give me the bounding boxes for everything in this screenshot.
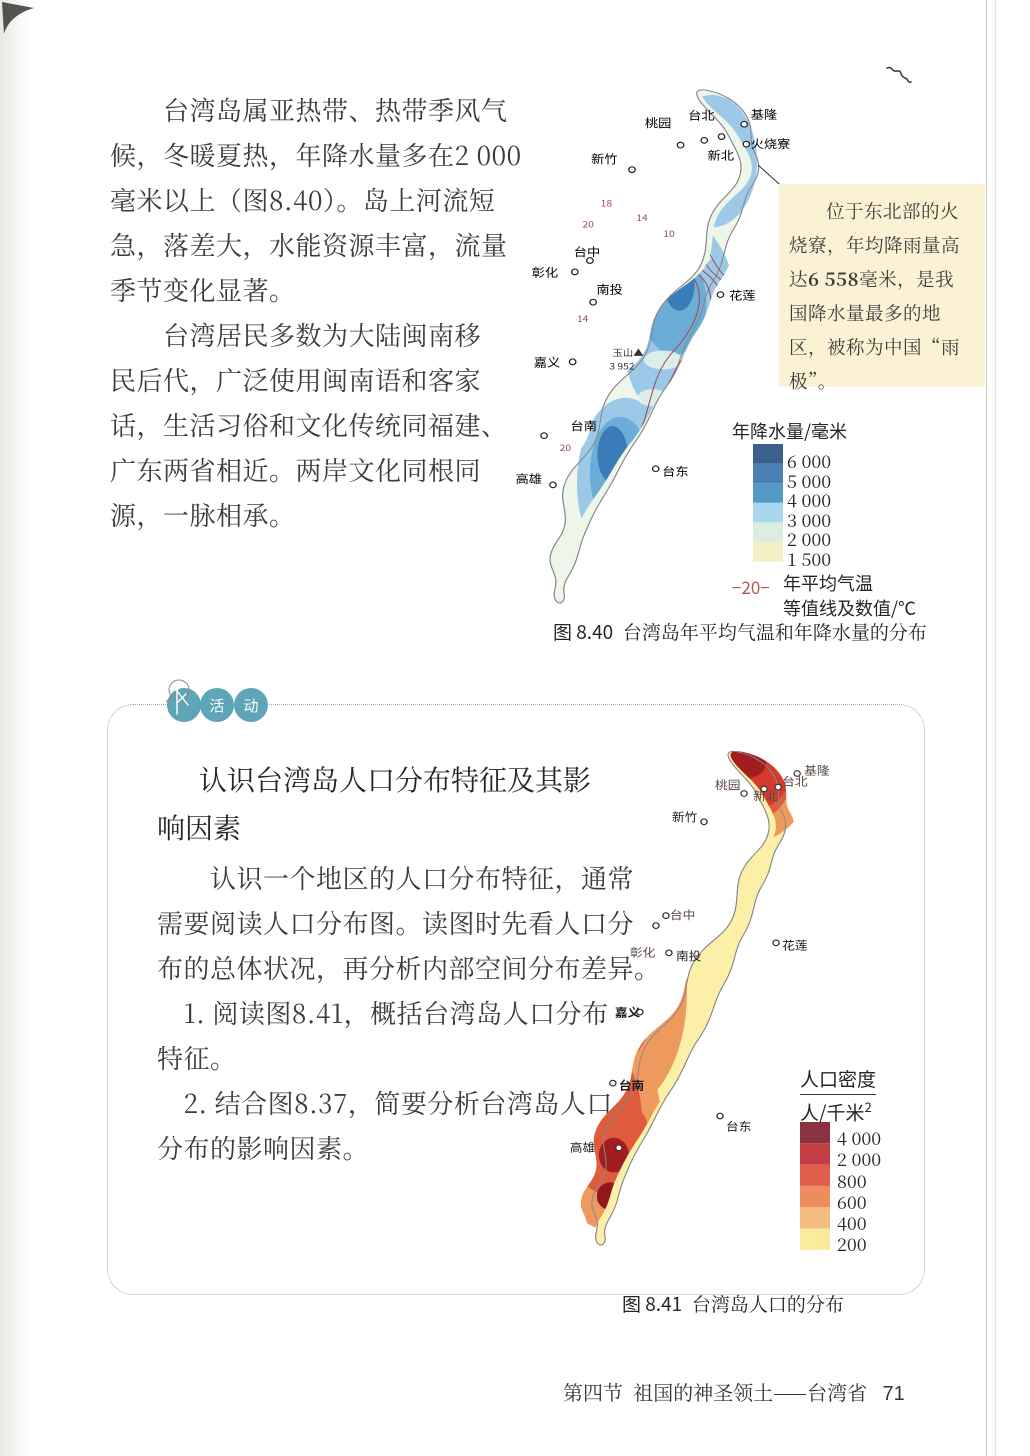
svg-text:活: 活 xyxy=(209,695,224,716)
svg-text:动: 动 xyxy=(243,695,258,716)
svg-text:台中: 台中 xyxy=(670,907,695,923)
svg-text:高雄: 高雄 xyxy=(570,1139,595,1155)
svg-text:基隆: 基隆 xyxy=(804,762,829,778)
svg-text:南投: 南投 xyxy=(676,948,701,964)
svg-text:新竹: 新竹 xyxy=(672,809,697,825)
svg-text:彰化: 彰化 xyxy=(630,944,655,960)
svg-text:花莲: 花莲 xyxy=(782,937,807,953)
svg-text:台南: 台南 xyxy=(619,1077,644,1093)
svg-text:台东: 台东 xyxy=(726,1118,751,1134)
svg-text:嘉义: 嘉义 xyxy=(615,1004,640,1020)
svg-text:台北: 台北 xyxy=(782,773,807,789)
svg-text:桃园: 桃园 xyxy=(715,777,740,793)
svg-text:新北: 新北 xyxy=(753,788,778,804)
